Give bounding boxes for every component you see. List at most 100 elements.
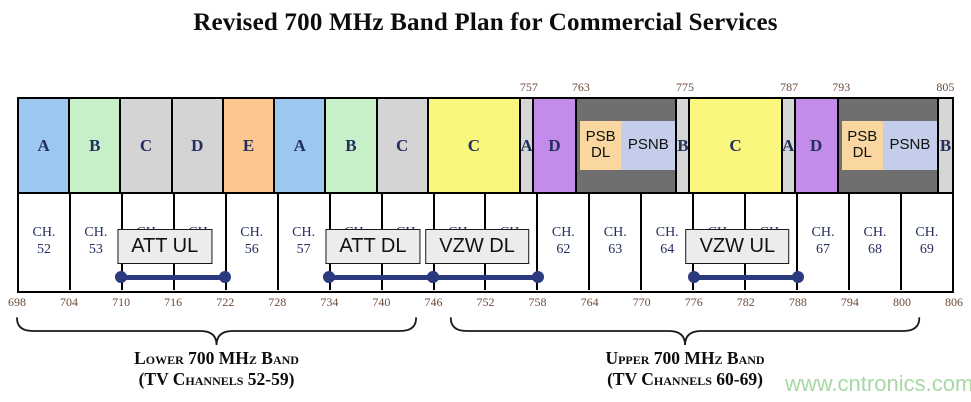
channel-cell-58: CH. 58	[331, 194, 383, 290]
channel-cell-57: CH. 57	[279, 194, 331, 290]
channel-number: 66	[764, 241, 779, 257]
top-freq-tick-775: 775	[676, 80, 695, 94]
psb-inner-box-psb-dl: PSB DL	[841, 121, 883, 170]
channel-prefix: CH.	[811, 224, 835, 240]
channel-prefix: CH.	[344, 224, 368, 240]
band-block-b-775: B	[677, 99, 691, 192]
channel-prefix: CH.	[136, 224, 160, 240]
channel-number: 58	[348, 241, 363, 257]
bottom-freq-tick-740: 740	[372, 295, 391, 309]
band-braces	[16, 317, 921, 346]
brace-label-line1: Lower 700 MHz Band	[134, 348, 299, 368]
band-block-label: B	[345, 135, 357, 155]
brace-label-upper: Upper 700 MHz Band (TV Channels 60-69)	[535, 348, 835, 391]
bottom-freq-tick-788: 788	[788, 295, 807, 309]
band-block-b-704: B	[70, 99, 122, 192]
bottom-freq-tick-758: 758	[528, 295, 547, 309]
band-block-d-758: D	[533, 99, 577, 192]
bottom-freq-tick-746: 746	[424, 295, 443, 309]
band-block-label: C	[139, 135, 153, 155]
band-block-psb-763: PSB DL PSNB	[576, 99, 678, 192]
brace-label-line2: (TV Channels 60-69)	[607, 369, 763, 390]
channel-number: 57	[296, 241, 311, 257]
channel-number: 63	[608, 241, 623, 257]
channel-cell-61: CH. 61	[486, 194, 539, 290]
channel-cell-65: CH. 65	[694, 194, 747, 290]
band-block-label: A	[293, 135, 306, 155]
bottom-freq-tick-698: 698	[8, 295, 26, 309]
channel-number: 61	[504, 241, 519, 257]
band-block-label: E	[242, 135, 255, 155]
bottom-freq-tick-716: 716	[164, 295, 183, 309]
channel-number: 55	[192, 241, 207, 257]
channel-cell-68: CH. 68	[850, 194, 902, 290]
channel-cell-62: CH. 62	[538, 194, 591, 290]
watermark-text: www.cntronics.com	[785, 371, 971, 396]
band-block-label: A	[781, 135, 795, 155]
bottom-freq-tick-806: 806	[945, 295, 963, 309]
psb-inner-box-psnb: PSNB	[621, 121, 676, 170]
bottom-freq-tick-728: 728	[268, 295, 287, 309]
channel-prefix: CH.	[447, 224, 471, 240]
band-block-label: B	[939, 135, 952, 155]
channel-prefix: CH.	[240, 224, 264, 240]
channel-prefix: CH.	[915, 224, 939, 240]
bottom-freq-tick-776: 776	[684, 295, 703, 309]
bottom-freq-tick-704: 704	[60, 295, 79, 309]
channel-cell-66: CH. 66	[746, 194, 799, 290]
channel-cell-52: CH. 52	[19, 194, 71, 290]
page-title: Revised 700 MHz Band Plan for Commercial…	[193, 9, 778, 36]
channel-prefix: CH.	[32, 224, 56, 240]
channel-prefix: CH.	[84, 224, 108, 240]
channel-prefix: CH.	[603, 224, 627, 240]
channel-cell-59: CH. 59	[383, 194, 435, 290]
band-block-label: A	[37, 135, 50, 155]
channel-cell-54: CH. 54	[123, 194, 175, 290]
channel-cell-56: CH. 56	[227, 194, 279, 290]
channel-number: 69	[919, 241, 934, 257]
band-block-label: C	[729, 135, 742, 155]
brace-lower	[16, 317, 417, 346]
brace-upper	[449, 317, 921, 346]
channel-cell-64: CH. 64	[642, 194, 695, 290]
bottom-freq-tick-794: 794	[840, 295, 859, 309]
channel-cell-55: CH. 55	[175, 194, 227, 290]
channel-cell-63: CH. 63	[590, 194, 643, 290]
spectrum-blocks-row: A B C D E A B C C A D PSB DL PSNB B C A D PSB DL PSNB B	[19, 99, 953, 194]
channel-number: 62	[556, 241, 571, 257]
band-block-label: D	[548, 135, 561, 155]
bottom-freq-tick-764: 764	[580, 295, 599, 309]
band-block-label: A	[520, 135, 533, 155]
channel-prefix: CH.	[863, 224, 887, 240]
bottom-freq-tick-734: 734	[320, 295, 339, 309]
channel-prefix: CH.	[759, 224, 783, 240]
band-block-b-805: B	[939, 99, 953, 192]
brace-label-line1: Upper 700 MHz Band	[605, 348, 765, 368]
psb-inner-box-psb-dl: PSB DL	[579, 121, 622, 170]
channel-prefix: CH.	[707, 224, 731, 240]
bottom-freq-tick-770: 770	[632, 295, 651, 309]
channel-cell-69: CH. 69	[902, 194, 952, 290]
band-block-c-740: C	[377, 99, 429, 192]
band-block-label: C	[396, 135, 409, 155]
band-block-a-728: A	[275, 99, 327, 192]
band-block-label: C	[467, 135, 480, 155]
top-freq-tick-787: 787	[780, 80, 799, 94]
band-block-c-776: C	[690, 99, 783, 192]
band-block-e-722: E	[223, 99, 276, 192]
band-block-label: D	[809, 135, 823, 155]
channel-cell-67: CH. 67	[798, 194, 850, 290]
top-freq-tick-763: 763	[571, 80, 590, 94]
band-block-label: B	[677, 135, 689, 155]
channel-number: 64	[660, 241, 675, 257]
band-block-d-788: D	[795, 99, 839, 192]
channel-number: 60	[452, 241, 467, 257]
channel-prefix: CH.	[188, 224, 212, 240]
channel-number: 52	[36, 241, 51, 257]
channel-prefix: CH.	[499, 224, 523, 240]
channel-number: 68	[867, 241, 882, 257]
channel-number: 65	[712, 241, 727, 257]
band-block-a-698: A	[19, 99, 71, 192]
band-block-a-757: A	[520, 99, 534, 192]
